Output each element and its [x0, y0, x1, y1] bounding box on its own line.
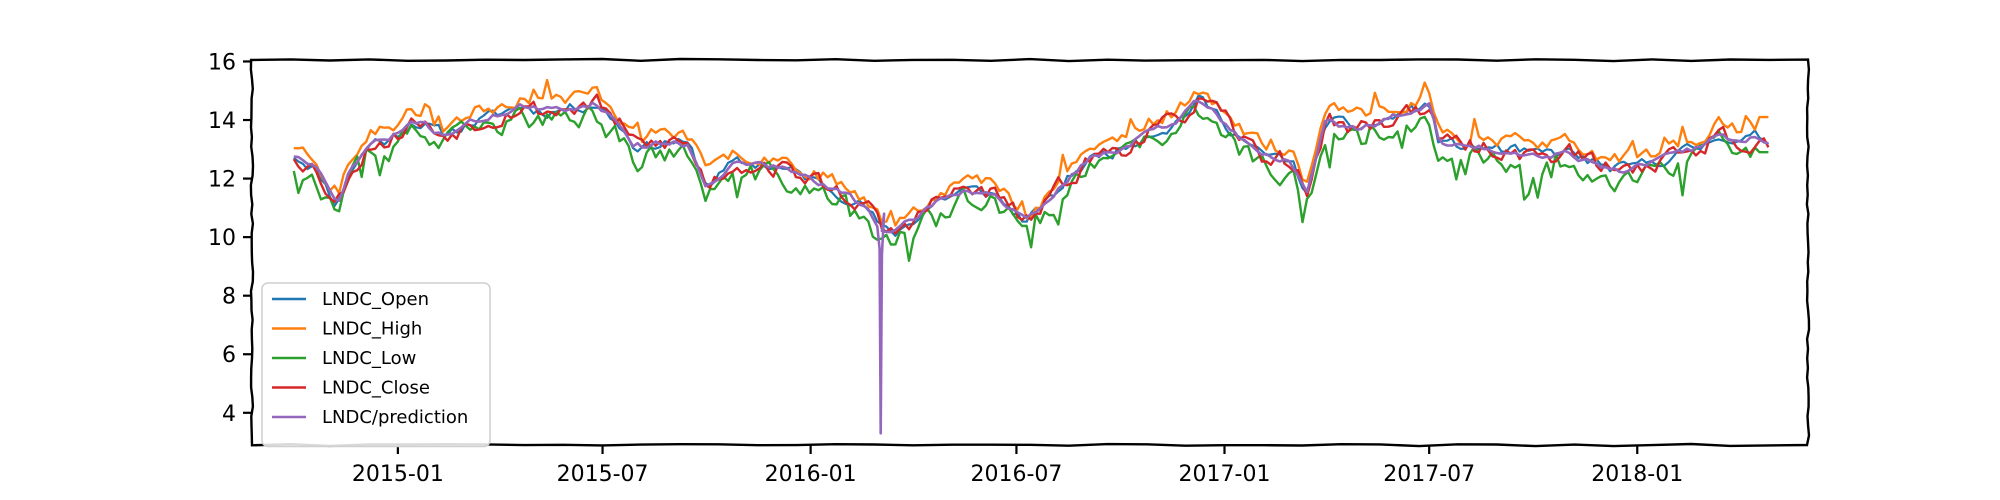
legend-label: LNDC/prediction	[322, 407, 468, 428]
legend-label: LNDC_Low	[322, 348, 416, 369]
series-line-lndc-prediction	[293, 99, 1769, 435]
y-tick-label: 8	[222, 285, 236, 310]
y-tick-label: 10	[208, 226, 236, 251]
x-tick-label: 2017-01	[1179, 462, 1271, 487]
y-tick-label: 4	[222, 402, 236, 427]
series-layer	[292, 78, 1770, 435]
x-tick-label: 2015-07	[557, 462, 649, 487]
legend: LNDC_Open LNDC_High LNDC_Low LNDC_Close LNDC…	[261, 282, 491, 448]
legend-box	[261, 282, 491, 448]
x-tick-label: 2017-07	[1383, 462, 1475, 487]
series-line-lndc-high	[293, 78, 1769, 227]
y-axis: 4 6 8 10 12 14 16	[208, 50, 252, 427]
x-tick-label: 2016-07	[970, 462, 1062, 487]
legend-label: LNDC_Open	[322, 289, 429, 310]
x-tick-label: 2015-01	[352, 462, 444, 487]
legend-label: LNDC_Close	[322, 378, 430, 399]
plot-frame	[249, 57, 1811, 448]
x-axis: 2015-01 2015-07 2016-01 2016-07 2017-01 2017-…	[352, 445, 1683, 487]
y-tick-label: 6	[222, 343, 236, 368]
series-line-lndc-low	[292, 105, 1769, 262]
legend-label: LNDC_High	[322, 319, 422, 340]
x-tick-label: 2018-01	[1591, 462, 1683, 487]
y-tick-label: 14	[208, 109, 236, 134]
y-tick-label: 16	[208, 50, 236, 75]
x-tick-label: 2016-01	[765, 462, 857, 487]
y-tick-label: 12	[208, 168, 236, 193]
